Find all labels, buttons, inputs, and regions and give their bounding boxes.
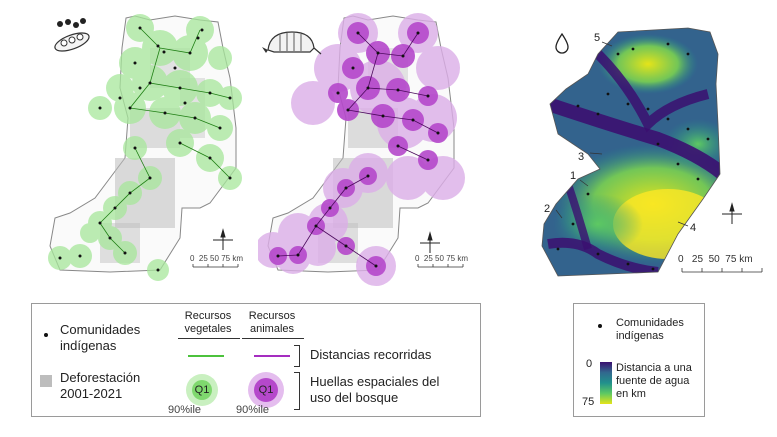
legend-main: Comunidades indígenas Deforestación 2001… [31,303,481,417]
map-animal-resources: 0 25 50 75 km [255,8,473,288]
deforestation-swatch [40,375,52,387]
map-plant-resources: 0 25 50 75 km [40,8,250,283]
legend-deforestation-label: Deforestación 2001-2021 [60,370,141,401]
legend-communities-label: Comunidades indígenas [60,322,141,353]
scale-bar [681,268,763,273]
colorbar-max-label: 75 [582,396,595,408]
zone-label-3: 3 [578,151,585,163]
distance-colorbar [600,362,612,404]
colorbar-label: Distancia a una fuente de agua en km [616,362,692,400]
zone-label-5: 5 [594,32,601,44]
scale-ticks-water: 0 25 50 75 km [678,254,753,265]
bracket-distances [294,345,300,367]
legend-distances-label: Distancias recorridas [310,347,432,362]
zone-label-2: 2 [544,203,551,215]
scale-bar [192,264,239,268]
map-plant-svg [48,14,242,281]
animal-footprint-inner [254,378,278,402]
scale-ticks-animal: 0 25 50 75 km [415,254,468,263]
community-points-water [556,42,710,271]
plant-q1-label: Q1 [194,384,210,396]
col-header-animal: Recursos animales [248,310,296,335]
armadillo-icon [262,31,322,55]
plant-distance-line-swatch [188,355,224,357]
animal-percentile-label: 90%ile [236,404,270,416]
north-arrow-icon [420,231,440,253]
colorbar-min-label: 0 [586,358,593,370]
col-header-animal-rule [242,338,304,339]
bracket-footprint [294,372,300,410]
zone-label-1: 1 [570,170,577,182]
community-dot-icon [598,324,602,328]
north-arrow-icon [213,228,233,250]
zone-label-4: 4 [690,222,697,234]
legend-footprint-label: Huellas espaciales del uso del bosque [310,374,440,405]
scale-bar [417,264,464,268]
north-arrow-icon [722,202,742,224]
water-drop-icon [555,32,569,54]
plant-percentile-label: 90%ile [168,404,202,416]
community-points-animal [276,31,440,268]
map-water-svg [541,27,763,277]
animal-distance-line-swatch [254,355,290,357]
seed-pod-icon [54,18,90,52]
plant-footprint-inner [192,380,212,400]
animal-q1-label: Q1 [258,384,274,396]
legend-water-communities-label: Comunidades indígenas [616,317,684,342]
scale-ticks-plant: 0 25 50 75 km [190,254,243,263]
map-water-distance: 5 3 1 2 4 0 25 50 75 km [538,14,773,286]
community-points-plant [58,26,232,272]
legend-water: Comunidades indígenas 0 75 Distancia a u… [573,303,705,417]
col-header-plant-rule [178,338,240,339]
map-animal-svg [255,13,465,286]
community-dot-icon [44,333,48,337]
col-header-plant: Recursos vegetales [184,310,232,335]
